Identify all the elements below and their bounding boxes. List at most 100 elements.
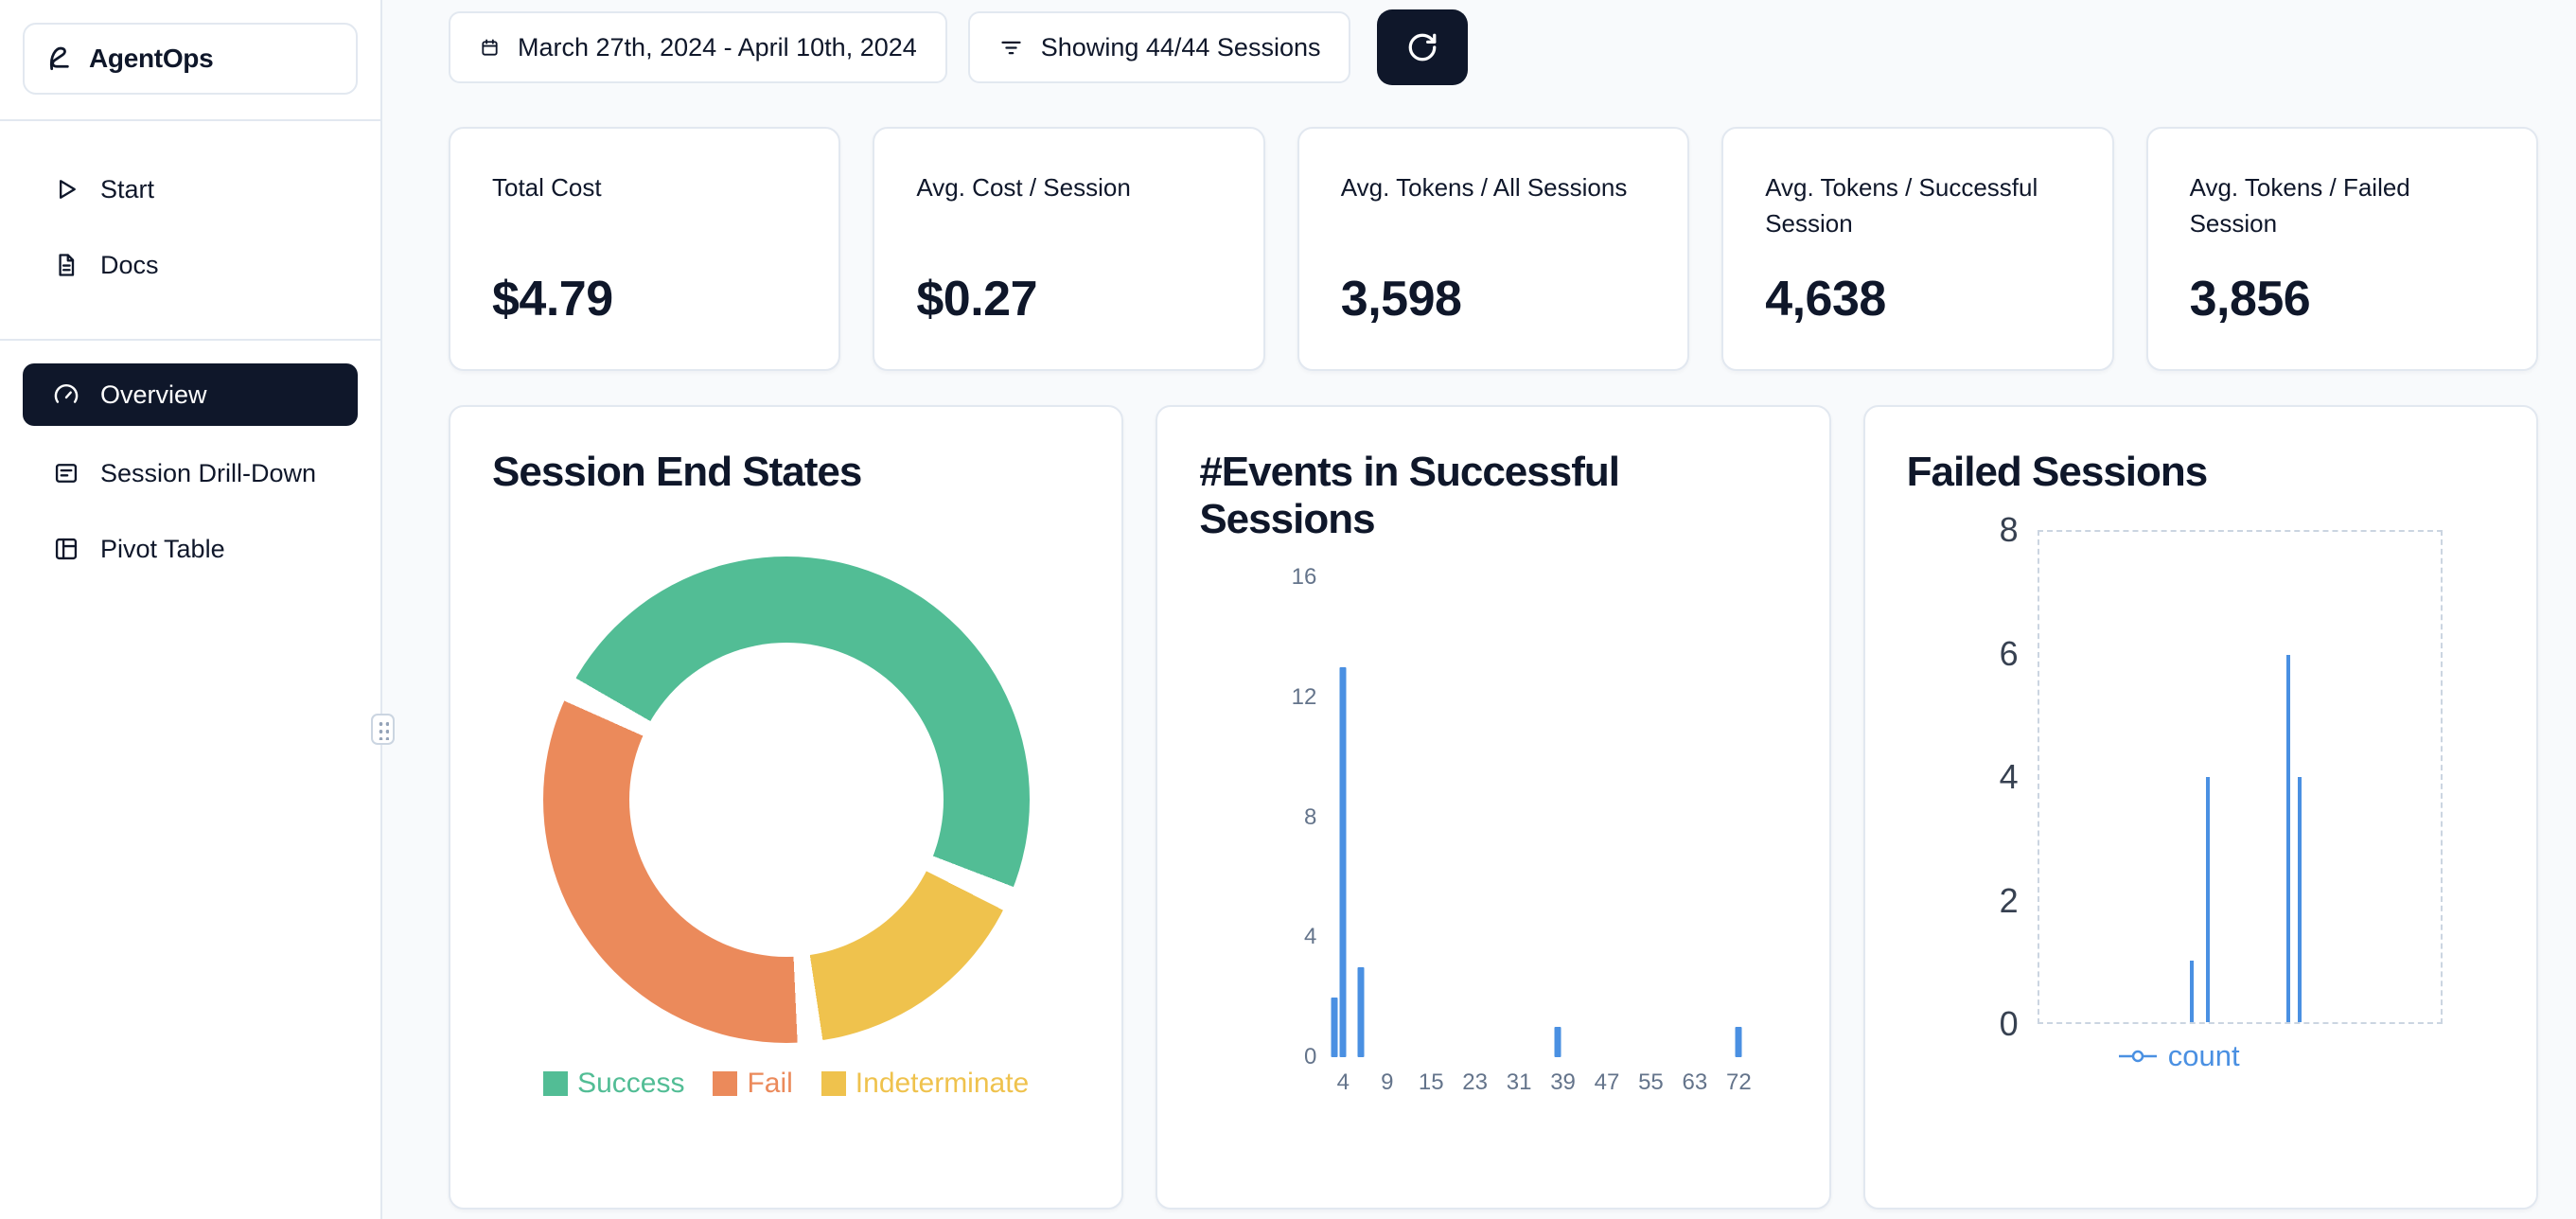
legend-swatch xyxy=(820,1070,846,1096)
stat-value: $4.79 xyxy=(492,272,613,327)
stat-label: Avg. Tokens / All Sessions xyxy=(1340,173,1628,202)
legend-item-success[interactable]: Success xyxy=(543,1068,684,1100)
y-tick-label: 16 xyxy=(1291,564,1317,590)
data-spike[interactable] xyxy=(2298,777,2303,1022)
y-tick-label: 4 xyxy=(1999,757,2019,796)
docs-icon xyxy=(51,252,81,278)
events-y-axis: 0 4 8 12 16 xyxy=(1241,564,1317,1069)
stat-card-avg-cost-session: Avg. Cost / Session $0.27 xyxy=(873,127,1265,371)
x-tick-label: 23 xyxy=(1462,1069,1489,1095)
session-end-states-donut xyxy=(542,556,1030,1043)
legend-swatch xyxy=(713,1070,738,1096)
x-tick-label: 15 xyxy=(1418,1069,1444,1095)
stat-value: 4,638 xyxy=(1765,272,1886,327)
app-logo[interactable]: AgentOps xyxy=(23,23,358,95)
play-icon xyxy=(51,176,81,203)
bar[interactable] xyxy=(1331,997,1338,1057)
chart-title: #Events in Successful Sessions xyxy=(1199,449,1620,542)
data-spike[interactable] xyxy=(2205,777,2210,1022)
stat-cards: Total Cost $4.79 Avg. Cost / Session $0.… xyxy=(449,127,2538,371)
stat-value: $0.27 xyxy=(916,272,1038,327)
sidebar-divider xyxy=(0,339,380,341)
stat-card-avg-tokens-successful: Avg. Tokens / Successful Session 4,638 xyxy=(1721,127,2114,371)
sidebar-resize-handle[interactable] xyxy=(371,714,395,745)
gauge-icon xyxy=(51,381,81,408)
refresh-icon xyxy=(1406,31,1438,63)
failed-sessions-legend[interactable]: count xyxy=(2038,1037,2443,1075)
sessions-filter-label: Showing 44/44 Sessions xyxy=(1040,32,1321,62)
data-spike[interactable] xyxy=(2285,654,2290,1022)
y-tick-label: 4 xyxy=(1303,924,1317,950)
y-tick-label: 8 xyxy=(1303,804,1317,830)
x-tick-label: 4 xyxy=(1336,1069,1350,1095)
y-tick-label: 8 xyxy=(1999,510,2019,549)
x-tick-label: 9 xyxy=(1381,1069,1394,1095)
failed-sessions-plot[interactable] xyxy=(2037,530,2443,1024)
x-tick-label: 39 xyxy=(1550,1069,1576,1095)
sidebar-item-pivot-table[interactable]: Pivot Table xyxy=(0,511,380,587)
sidebar-item-overview[interactable]: Overview xyxy=(23,363,358,426)
session-end-states-card: Session End States Success Fail Indetermin… xyxy=(449,405,1124,1210)
table-icon xyxy=(51,536,81,562)
y-tick-label: 6 xyxy=(1999,633,2019,673)
x-tick-label: 47 xyxy=(1594,1069,1620,1095)
grip-dots-icon xyxy=(377,718,389,740)
legend-label: Indeterminate xyxy=(855,1067,1030,1099)
sessions-filter-button[interactable]: Showing 44/44 Sessions xyxy=(967,11,1351,83)
sidebar-item-session-drill-down[interactable]: Session Drill-Down xyxy=(0,435,380,511)
sidebar-item-label: Pivot Table xyxy=(100,534,225,563)
failed-y-axis: 0 2 4 6 8 xyxy=(1920,510,2019,1043)
bar[interactable] xyxy=(1554,1027,1561,1057)
sidebar-item-label: Overview xyxy=(100,380,207,409)
main-content: March 27th, 2024 - April 10th, 2024 Show… xyxy=(384,0,2576,1210)
donut-chart[interactable] xyxy=(542,556,1030,1043)
calendar-icon xyxy=(479,37,501,59)
bar[interactable] xyxy=(1735,1027,1742,1057)
legend-item-fail[interactable]: Fail xyxy=(713,1067,793,1100)
sidebar-item-docs[interactable]: Docs xyxy=(0,227,380,303)
refresh-button[interactable] xyxy=(1377,9,1469,85)
stat-value: 3,856 xyxy=(2189,272,2311,327)
events-in-successful-sessions-card: #Events in Successful Sessions 0 4 8 12 16 4… xyxy=(1156,405,1831,1210)
stat-label: Total Cost xyxy=(492,173,602,202)
failed-sessions-card: Failed Sessions 0 2 4 6 8 count xyxy=(1862,405,2538,1210)
bar[interactable] xyxy=(1339,667,1347,1057)
sidebar-nav: Start Docs Overview xyxy=(0,151,380,587)
y-tick-label: 0 xyxy=(1303,1044,1317,1069)
y-tick-label: 12 xyxy=(1291,683,1317,710)
stat-card-avg-tokens-all: Avg. Tokens / All Sessions 3,598 xyxy=(1297,127,1690,371)
list-icon xyxy=(51,460,81,486)
stat-label: Avg. Cost / Session xyxy=(916,173,1131,202)
y-tick-label: 2 xyxy=(1999,880,2019,920)
y-tick-label: 0 xyxy=(1999,1004,2019,1043)
legend-label: Fail xyxy=(747,1067,793,1099)
stat-label: Avg. Tokens / Failed Session xyxy=(2189,173,2410,238)
legend-item-indeterminate[interactable]: Indeterminate xyxy=(820,1067,1030,1100)
legend-label: Success xyxy=(577,1067,685,1099)
app-title: AgentOps xyxy=(89,44,214,73)
sidebar: AgentOps Start Docs xyxy=(0,0,382,1219)
line-marker-icon xyxy=(2117,1049,2159,1064)
x-tick-label: 31 xyxy=(1506,1069,1532,1095)
stat-card-avg-tokens-failed: Avg. Tokens / Failed Session 3,856 xyxy=(2145,127,2538,371)
chart-title: Failed Sessions xyxy=(1906,449,2209,495)
sidebar-item-label: Start xyxy=(100,174,155,203)
data-spike[interactable] xyxy=(2189,961,2194,1022)
bar[interactable] xyxy=(1357,966,1365,1057)
sidebar-divider xyxy=(0,119,380,121)
x-tick-label: 63 xyxy=(1682,1069,1708,1095)
filter-icon xyxy=(998,35,1024,61)
date-range-button[interactable]: March 27th, 2024 - April 10th, 2024 xyxy=(449,11,947,83)
topbar: March 27th, 2024 - April 10th, 2024 Show… xyxy=(449,9,2538,85)
stat-value: 3,598 xyxy=(1340,272,1462,327)
legend-label: count xyxy=(2167,1039,2240,1072)
session-end-states-legend: Success Fail Indeterminate xyxy=(492,1068,1080,1100)
chart-cards: Session End States Success Fail Indetermin… xyxy=(449,405,2538,1210)
chart-title: Session End States xyxy=(492,449,862,495)
stat-label: Avg. Tokens / Successful Session xyxy=(1765,173,2038,238)
sidebar-item-label: Session Drill-Down xyxy=(100,458,317,487)
events-bar-plot[interactable] xyxy=(1331,577,1742,1057)
agentops-logo-icon xyxy=(44,43,74,75)
x-tick-label: 55 xyxy=(1638,1069,1664,1095)
sidebar-item-start[interactable]: Start xyxy=(0,151,380,227)
